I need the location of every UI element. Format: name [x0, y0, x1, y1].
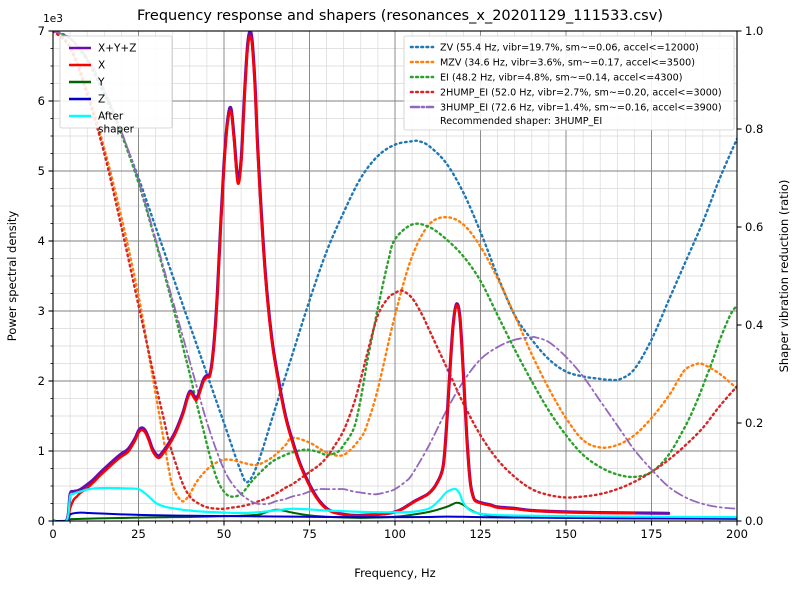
y-tick-label-left: 3 — [38, 304, 45, 318]
y-tick-label-left: 1 — [38, 444, 45, 458]
signal-legend-box — [59, 35, 173, 129]
y-tick-label-left: 4 — [38, 234, 45, 248]
x-tick-label: 0 — [49, 527, 56, 541]
recommended-shaper-note: Recommended shaper: 3HUMP_EI — [440, 116, 602, 127]
signal-legend-label-4: After — [98, 111, 124, 123]
y-tick-label-right: 0.6 — [745, 220, 763, 234]
axis-ticks — [48, 30, 742, 526]
x-tick-label: 25 — [131, 527, 146, 541]
page-title: Frequency response and shapers (resonanc… — [137, 8, 663, 24]
shaper-curve-3hump_ei — [53, 31, 737, 510]
psd-curve-x — [53, 34, 636, 521]
x-tick-label: 50 — [217, 527, 232, 541]
signal-legend-label-3: Z — [98, 94, 105, 106]
shaper-curve-zv — [53, 31, 737, 484]
y-axis-offset-label: 1e3 — [43, 13, 63, 25]
shaper-legend-label-4: 3HUMP_EI (72.6 Hz, vibr=1.4%, sm~=0.16, … — [440, 103, 722, 114]
y-tick-label-left: 0 — [38, 514, 45, 528]
y-axis-label-right: Shaper vibration reduction (ratio) — [777, 180, 791, 373]
y-tick-label-right: 0.2 — [745, 416, 763, 430]
y-axis-label-left: Power spectral density — [5, 211, 19, 342]
y-tick-label-right: 1.0 — [745, 24, 763, 38]
y-tick-label-left: 7 — [38, 24, 45, 38]
shaper-legend[interactable]: ZV (55.4 Hz, vibr=19.7%, sm~=0.06, accel… — [403, 35, 735, 131]
psd-curve-z — [53, 511, 737, 521]
shaper-legend-label-2: EI (48.2 Hz, vibr=4.8%, sm~=0.14, accel<… — [440, 73, 682, 84]
data-curves — [53, 31, 737, 521]
x-axis-label: Frequency, Hz — [354, 566, 435, 580]
y-tick-label-left: 2 — [38, 374, 45, 388]
shaper-curve-ei — [53, 31, 737, 498]
shaper-curve-mzv — [53, 31, 737, 503]
signal-legend-label-1: X — [98, 60, 105, 72]
shaper-legend-label-1: MZV (34.6 Hz, vibr=3.6%, sm~=0.17, accel… — [440, 58, 695, 69]
x-tick-label: 125 — [470, 527, 492, 541]
y-tick-label-right: 0.0 — [745, 514, 763, 528]
y-tick-label-right: 0.8 — [745, 122, 763, 136]
shaper-legend-label-3: 2HUMP_EI (52.0 Hz, vibr=2.7%, sm~=0.20, … — [440, 88, 722, 99]
signal-legend-label-2: Y — [97, 77, 105, 89]
signal-legend-label-4: shaper — [98, 124, 135, 136]
x-tick-label: 100 — [384, 527, 406, 541]
y-tick-label-right: 0.4 — [745, 318, 763, 332]
psd-curve-after-shaper — [53, 486, 737, 521]
y-tick-label-left: 6 — [38, 94, 45, 108]
shaper-legend-box — [403, 35, 735, 131]
axis-tick-labels: 0 25 50 75 100 125 150 175 200 0 1 2 3 4 5 6 7 0.0 0.2 0.4 0… — [38, 24, 764, 541]
y-tick-label-left: 5 — [38, 164, 45, 178]
x-tick-label: 175 — [641, 527, 663, 541]
shaper-curve-2hump_ei — [53, 31, 737, 511]
x-tick-label: 75 — [302, 527, 317, 541]
signal-legend-label-0: X+Y+Z — [98, 43, 136, 55]
x-tick-label: 200 — [726, 527, 748, 541]
x-tick-label: 150 — [555, 527, 577, 541]
shaper-legend-label-0: ZV (55.4 Hz, vibr=19.7%, sm~=0.06, accel… — [440, 43, 699, 54]
